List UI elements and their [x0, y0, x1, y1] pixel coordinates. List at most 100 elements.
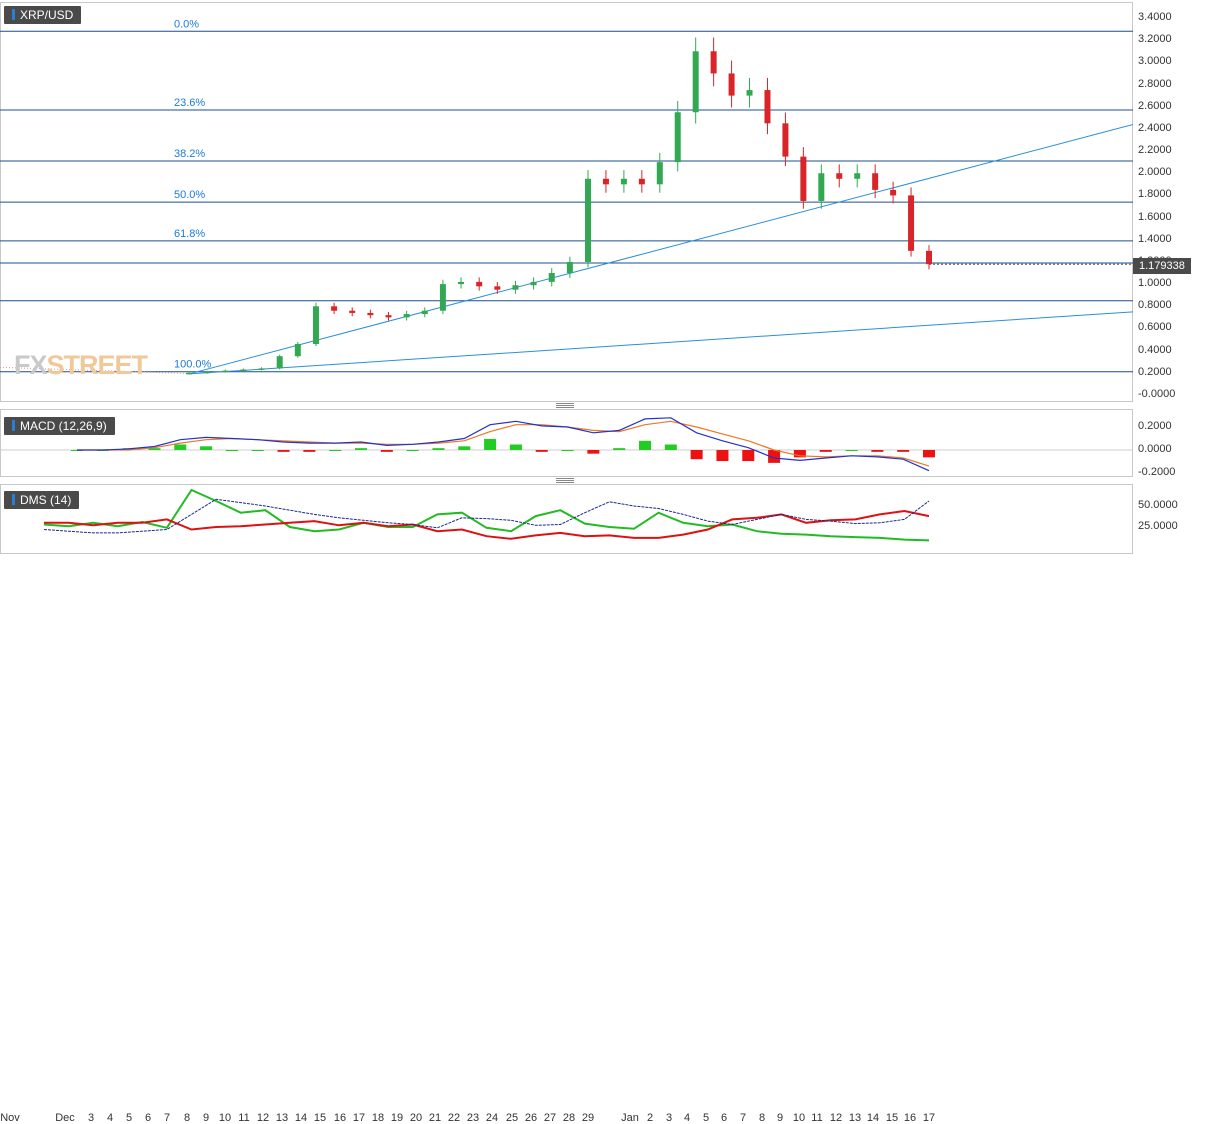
time-axis-label: 17	[352, 1112, 366, 1124]
macd-histogram-bar	[561, 450, 574, 451]
macd-marker	[12, 420, 15, 431]
macd-histogram-bar	[613, 448, 626, 450]
watermark-part2: STREET	[46, 350, 149, 380]
price-axis-tick: 0.8000	[1138, 299, 1172, 312]
dms-chart[interactable]	[0, 484, 1133, 554]
candle-body	[367, 312, 374, 316]
trend-line-lower	[188, 311, 1133, 375]
macd-histogram-bar	[535, 450, 548, 452]
candle-body	[585, 178, 591, 262]
macd-histogram-bar	[380, 450, 393, 452]
price-axis-tick: 3.2000	[1138, 33, 1172, 46]
candle-body	[926, 250, 932, 265]
instrument-marker	[12, 9, 15, 20]
macd-histogram-bar	[871, 450, 884, 452]
dms-minus-di-line	[44, 509, 930, 540]
time-axis-label: 29	[581, 1112, 595, 1124]
candle-body	[276, 356, 283, 369]
macd-histogram-bar	[174, 444, 187, 450]
time-axis-label: 21	[428, 1112, 442, 1124]
time-axis-label: 5	[702, 1112, 710, 1124]
macd-histogram-bar	[716, 450, 729, 462]
candle-body	[728, 73, 735, 96]
candle-body	[494, 286, 501, 290]
candle-body	[331, 306, 338, 311]
macd-histogram-bar	[432, 448, 445, 450]
price-axis-tick: 1.0000	[1138, 277, 1172, 290]
current-price-tag: 1.179338	[1133, 258, 1191, 274]
macd-label[interactable]: MACD (12,26,9)	[4, 417, 115, 435]
macd-histogram-bar	[509, 444, 522, 450]
fib-label: 0.0%	[174, 18, 199, 30]
time-axis-label: 22	[447, 1112, 461, 1124]
macd-line	[77, 417, 930, 472]
time-axis-label: 13	[848, 1112, 862, 1124]
macd-histogram-bar	[329, 450, 342, 451]
time-axis-label: 26	[524, 1112, 538, 1124]
candle-body	[908, 195, 915, 251]
macd-histogram-bar	[897, 450, 910, 452]
macd-title: MACD (12,26,9)	[20, 419, 107, 433]
time-axis-label: 12	[256, 1112, 270, 1124]
macd-histogram-bar	[303, 450, 316, 452]
candle-body	[854, 173, 861, 179]
time-axis-label: 25	[505, 1112, 519, 1124]
price-axis-tick: 2.6000	[1138, 99, 1172, 112]
macd-histogram-bar	[664, 444, 677, 450]
macd-histogram-bar	[251, 450, 264, 451]
candle-body	[439, 284, 446, 311]
candle-body	[710, 51, 717, 74]
price-axis-tick: 1.8000	[1138, 188, 1172, 201]
time-axis-label: Jan	[621, 1112, 639, 1124]
candle-body	[818, 173, 825, 201]
candle-body	[692, 51, 699, 113]
macd-chart[interactable]	[0, 409, 1133, 477]
pane-splitter-1[interactable]	[556, 403, 574, 408]
time-axis-label: 8	[758, 1112, 766, 1124]
dms-plus-di-line	[43, 488, 930, 542]
price-axis-tick: 3.0000	[1138, 55, 1172, 68]
time-axis-label: 3	[665, 1112, 673, 1124]
time-axis-label: 10	[792, 1112, 806, 1124]
dms-label[interactable]: DMS (14)	[4, 491, 80, 509]
price-chart[interactable]: 0.0% 23.6% 38.2% 50.0% 61.8% 100.0%	[0, 2, 1133, 402]
candle-body	[512, 285, 519, 290]
dms-marker	[12, 494, 15, 505]
candle-body	[800, 156, 807, 201]
candle-body	[312, 306, 319, 344]
instrument-label[interactable]: XRP/USD	[4, 6, 82, 24]
price-axis-tick: 2.0000	[1138, 166, 1172, 179]
macd-histogram-bar	[690, 450, 703, 460]
candle-body	[674, 112, 681, 163]
instrument-title: XRP/USD	[20, 8, 74, 22]
time-axis-label: 2	[646, 1112, 654, 1124]
time-axis-label: 20	[409, 1112, 423, 1124]
candle-body	[476, 281, 483, 287]
price-axis[interactable]: 3.4000 3.2000 3.0000 2.8000 2.6000 2.4000 2.20…	[1133, 2, 1208, 402]
macd-histogram-bar	[819, 450, 832, 452]
time-axis-label: 15	[313, 1112, 327, 1124]
dms-axis[interactable]: 50.0000 25.0000	[1133, 484, 1208, 554]
candle-body	[240, 369, 247, 371]
time-axis-label: 17	[922, 1112, 936, 1124]
pane-splitter-2[interactable]	[556, 478, 574, 483]
watermark-part1: FX	[14, 350, 48, 380]
macd-axis-tick: 0.2000	[1138, 420, 1172, 432]
candle-body	[530, 281, 537, 286]
time-axis[interactable]: Nov Dec 3 4 5 6 7 8 9 10 11 12 13 14 15 16 17 18 19 20 21 22 2…	[0, 555, 1133, 1124]
dms-axis-tick: 50.0000	[1138, 499, 1178, 511]
time-axis-label: 3	[87, 1112, 95, 1124]
price-axis-tick: 3.4000	[1138, 11, 1172, 23]
candle-body	[656, 162, 663, 185]
price-axis-tick: 2.4000	[1138, 121, 1172, 134]
macd-axis-tick: 0.0000	[1138, 443, 1172, 455]
macd-pane[interactable]	[0, 409, 1133, 477]
macd-axis[interactable]: 0.2000 0.0000 -0.2000	[1133, 409, 1208, 478]
time-axis-label: 16	[333, 1112, 347, 1124]
time-axis-label: 18	[371, 1112, 385, 1124]
candle-body	[294, 343, 301, 357]
trend-line-upper	[188, 123, 1133, 375]
price-axis-tick: 0.2000	[1138, 365, 1172, 378]
time-axis-label: 7	[163, 1112, 171, 1124]
macd-histogram-bar	[277, 450, 290, 452]
